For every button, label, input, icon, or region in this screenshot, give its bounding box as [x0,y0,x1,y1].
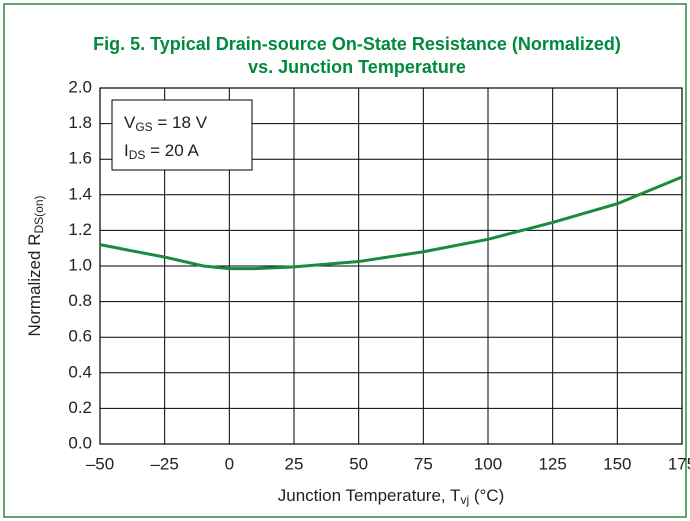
x-axis-label-rest: (°C) [469,486,504,505]
y-tick-label: 1.0 [68,255,92,274]
y-tick-label: 0.8 [68,291,92,310]
x-axis-label: Junction Temperature, Tvj (°C) [278,486,505,506]
x-tick-label: 0 [225,454,234,473]
y-tick-label: 1.6 [68,149,92,168]
y-tick-label: 0.0 [68,433,92,452]
y-tick-label: 1.2 [68,220,92,239]
annotation-sub: DS [129,148,146,162]
x-tick-label: 100 [474,454,502,473]
data-line [99,175,683,271]
annotation-main: I [124,141,129,160]
x-tick-label: –25 [150,454,178,473]
annotation: IDS = 20 A [124,141,199,161]
annotation: VGS = 18 V [124,113,208,133]
x-axis-label-main: Junction Temperature, T [278,486,461,505]
chart-title: Fig. 5. Typical Drain-source On-State Re… [93,34,621,54]
x-tick-label: 25 [285,454,304,473]
x-tick-label: 175 [668,454,690,473]
legend-box [111,99,253,171]
y-axis-label-main: Normalized R [25,234,44,337]
x-tick-label: 50 [349,454,368,473]
annotation-main: V [124,113,136,132]
frame [3,3,687,518]
annotation-rest: = 18 V [153,113,208,132]
y-tick-label: 1.4 [68,184,92,203]
x-tick-label: 150 [603,454,631,473]
y-axis-label-sub: DS(on) [32,196,46,234]
y-tick-label: 2.0 [68,77,92,96]
y-tick-label: 0.2 [68,398,92,417]
x-tick-label: –50 [86,454,114,473]
chart-title: vs. Junction Temperature [248,57,466,77]
x-axis-label-sub: vj [460,493,469,507]
y-tick-label: 1.8 [68,113,92,132]
x-tick-label: 75 [414,454,433,473]
annotation-rest: = 20 A [145,141,199,160]
y-axis-label: Normalized RDS(on) [25,196,45,337]
y-tick-label: 0.4 [68,362,92,381]
y-tick-label: 0.6 [68,327,92,346]
x-tick-label: 125 [538,454,566,473]
annotation-sub: GS [135,120,152,134]
